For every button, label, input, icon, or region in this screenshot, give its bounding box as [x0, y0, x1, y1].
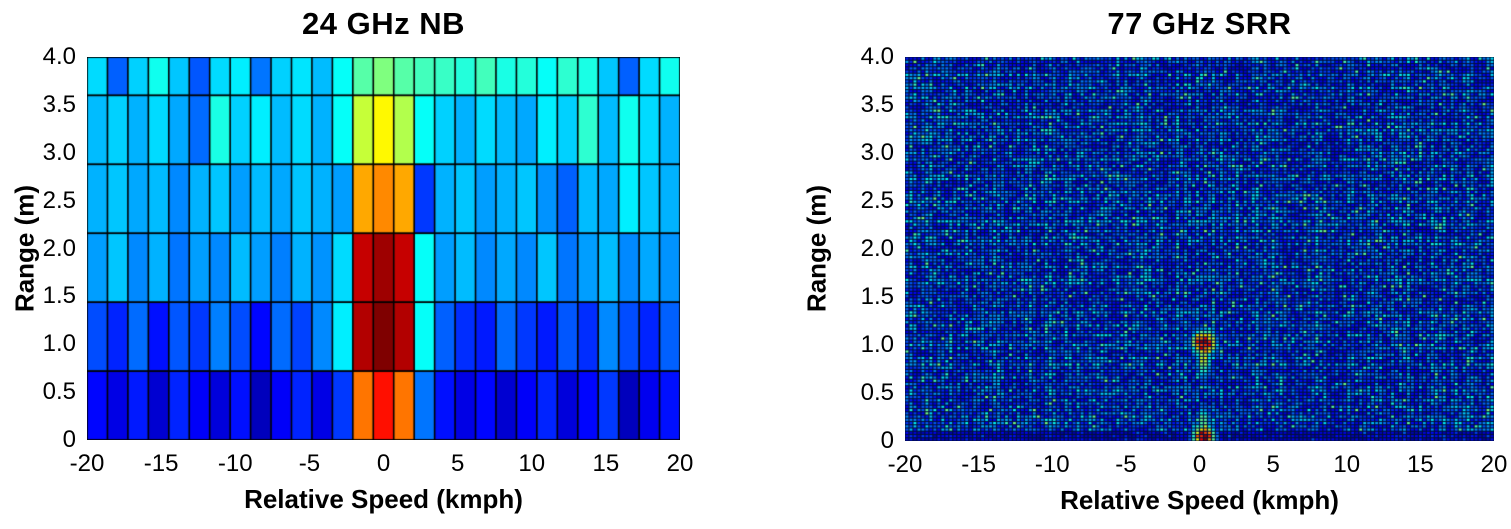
- y-tick-label: 2.0: [860, 235, 894, 262]
- y-tick-label: 2.5: [42, 186, 76, 214]
- y-tick-label: 1.5: [42, 282, 76, 310]
- x-tick-label: -20: [69, 450, 105, 477]
- y-tick-label: 2.5: [860, 187, 894, 214]
- y-tick-label: 1.0: [860, 331, 894, 358]
- y-tick-label: 2.0: [42, 234, 76, 262]
- x-tick-label: 15: [1407, 451, 1434, 478]
- x-tick-label: -5: [1115, 451, 1137, 478]
- heatmap-canvas-77ghz: [905, 57, 1494, 441]
- x-tick-label: -10: [217, 450, 253, 477]
- y-axis-label-77ghz: Range (m): [801, 184, 832, 313]
- y-tick-label: 3.0: [42, 138, 76, 166]
- y-tick-label: 3.5: [860, 91, 894, 118]
- x-tick-label: 10: [1333, 451, 1361, 478]
- y-tick-label: 0: [880, 427, 894, 454]
- y-tick-label: 1.0: [42, 330, 76, 358]
- x-tick-label: 20: [666, 450, 694, 477]
- y-tick-label: 1.5: [860, 283, 894, 310]
- x-tick-label: 20: [1480, 451, 1508, 478]
- x-tick-label: 15: [592, 450, 620, 477]
- y-axis-label-24ghz: Range (m): [9, 184, 40, 312]
- x-tick-label: -10: [1034, 451, 1070, 478]
- y-tick-label: 0: [62, 426, 76, 453]
- y-tick-label: 4.0: [42, 43, 76, 70]
- x-axis-label-24ghz: Relative Speed (kmph): [244, 484, 523, 514]
- chart-title-24ghz-nb: 24 GHz NB: [302, 6, 465, 41]
- y-tick-label: 3.5: [42, 90, 76, 118]
- y-tick-label: 0.5: [42, 378, 76, 406]
- x-tick-label: -15: [143, 450, 179, 477]
- x-axis-label-77ghz: Relative Speed (kmph): [1060, 485, 1339, 515]
- y-tick-label: 0.5: [860, 379, 894, 406]
- heatmap-canvas-24ghz: [87, 57, 680, 440]
- x-tick-label: 5: [1266, 451, 1280, 478]
- x-tick-label: -15: [961, 451, 996, 478]
- chart-title-77ghz-srr: 77 GHz SRR: [1107, 6, 1292, 41]
- x-tick-label: 0: [1192, 451, 1207, 478]
- x-tick-label: 5: [450, 450, 465, 477]
- x-tick-label: 10: [518, 450, 546, 477]
- x-tick-label: -5: [298, 450, 321, 477]
- y-tick-label: 4.0: [860, 43, 894, 70]
- x-tick-label: -20: [887, 451, 923, 478]
- y-tick-label: 3.0: [860, 139, 894, 166]
- x-tick-label: 0: [376, 450, 391, 477]
